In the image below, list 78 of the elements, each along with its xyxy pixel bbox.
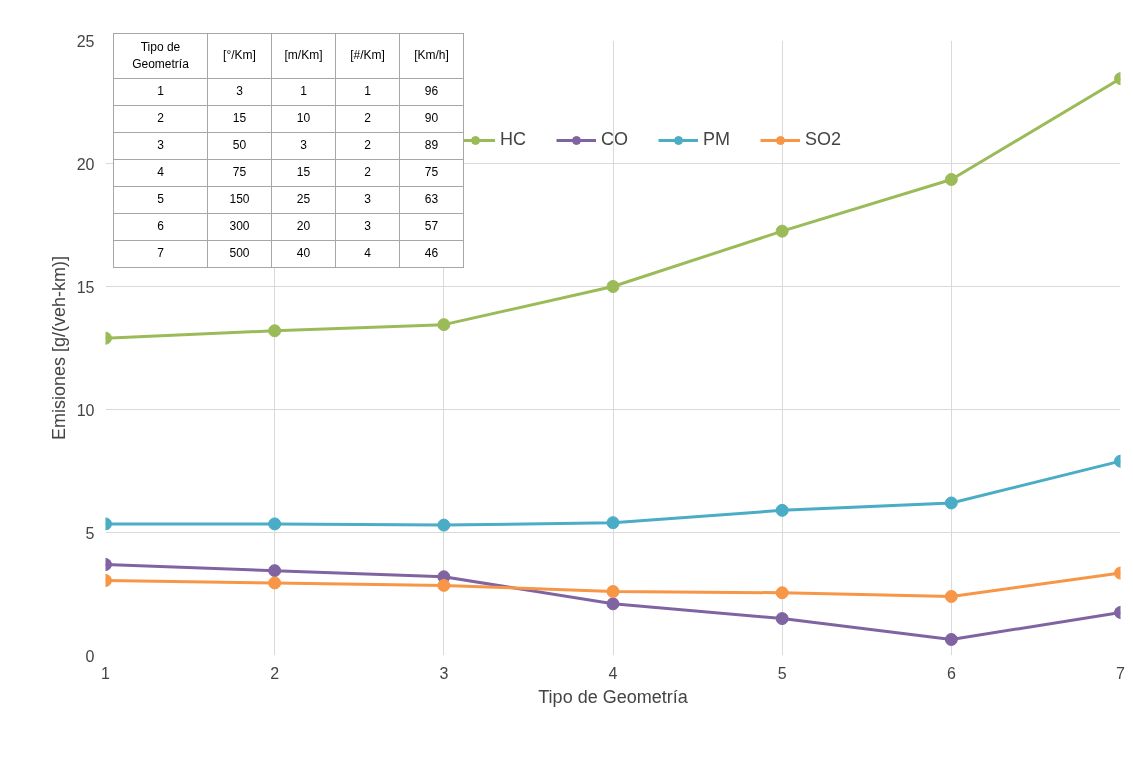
y-tick-label: 20 [76, 155, 95, 173]
point [437, 578, 451, 592]
annotation: 300 [207, 213, 272, 241]
annotation: 25 [271, 186, 336, 214]
x-tick-label: 5 [777, 664, 787, 682]
annotation: [#/Km] [335, 33, 400, 79]
annotation: 1 [335, 78, 400, 106]
point [437, 518, 451, 532]
point [775, 224, 789, 238]
point [268, 517, 282, 531]
point [944, 633, 958, 646]
annotation: 500 [207, 240, 272, 268]
annotation: 90 [399, 105, 464, 133]
point [268, 564, 282, 578]
annotation: 3 [335, 186, 400, 214]
point [944, 173, 958, 186]
y-axis-title: Emisiones [g/(veh-km)] [48, 255, 69, 441]
y-tick-label: 10 [76, 401, 95, 419]
point [775, 612, 789, 626]
point [268, 324, 282, 338]
legend-label: PM [703, 129, 730, 150]
annotation: 15 [207, 105, 272, 133]
annotation: 57 [399, 213, 464, 241]
legend-label: HC [500, 129, 526, 150]
x-tick-label: 2 [270, 664, 280, 682]
annotation: [Km/h] [399, 33, 464, 79]
annotation: 1 [271, 78, 336, 106]
x-tick-label: 3 [439, 664, 449, 682]
annotation: 1 [113, 78, 208, 106]
point [437, 318, 451, 332]
annotation: 15 [271, 159, 336, 187]
point [775, 503, 789, 517]
x-tick-label: 4 [608, 664, 618, 682]
annotation: 2 [335, 132, 400, 160]
annotation: 3 [271, 132, 336, 160]
x-tick-label: 7 [1116, 664, 1126, 682]
point [606, 280, 620, 293]
point [606, 516, 620, 530]
legend-label: CO [601, 129, 628, 150]
annotation: 7 [113, 240, 208, 268]
point [944, 589, 958, 603]
y-tick-label: 5 [85, 524, 95, 542]
point [775, 586, 789, 600]
x-axis-title: Tipo de Geometría [538, 686, 689, 707]
annotation: [m/Km] [271, 33, 336, 79]
annotation: 10 [271, 105, 336, 133]
y-tick-label: 0 [85, 647, 95, 665]
annotation: 2 [335, 105, 400, 133]
annotation: 40 [271, 240, 336, 268]
annotation: Tipo de Geometría [113, 33, 208, 79]
point [944, 496, 958, 510]
point [606, 597, 620, 611]
annotation: 4 [335, 240, 400, 268]
annotation: 3 [335, 213, 400, 241]
annotation: 3 [207, 78, 272, 106]
annotation: 20 [271, 213, 336, 241]
annotation: 50 [207, 132, 272, 160]
x-tick-label: 1 [101, 664, 111, 682]
y-tick-label: 15 [76, 278, 95, 296]
legend-label: SO2 [805, 129, 842, 150]
annotation: 3 [113, 132, 208, 160]
annotation: 2 [335, 159, 400, 187]
annotation: 2 [113, 105, 208, 133]
annotation: 150 [207, 186, 272, 214]
annotation: 89 [399, 132, 464, 160]
annotation: 46 [399, 240, 464, 268]
annotation: 75 [399, 159, 464, 187]
annotation: [°/Km] [207, 33, 272, 79]
point [606, 585, 620, 599]
annotation: 96 [399, 78, 464, 106]
y-tick-label: 25 [76, 32, 95, 50]
annotation: 63 [399, 186, 464, 214]
annotation: 4 [113, 159, 208, 187]
annotation: 5 [113, 186, 208, 214]
point [268, 576, 282, 590]
annotation: 75 [207, 159, 272, 187]
annotation: 6 [113, 213, 208, 241]
x-tick-label: 6 [946, 664, 956, 682]
